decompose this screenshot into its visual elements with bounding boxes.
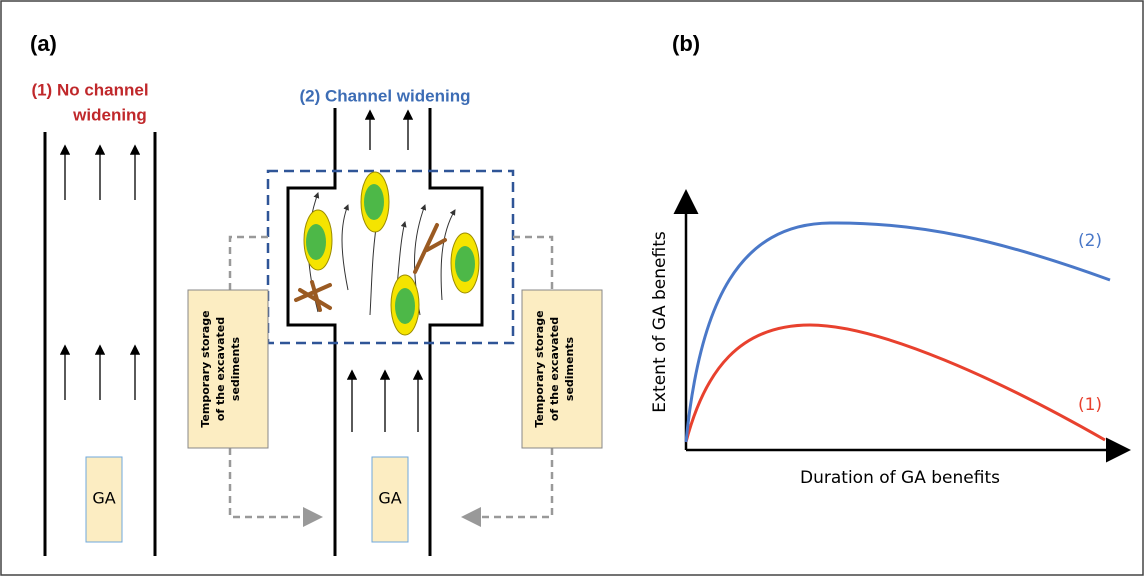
storage-label: sediments xyxy=(563,336,576,401)
curve-label: (2) xyxy=(1078,231,1102,251)
widened-channel xyxy=(187,108,603,556)
curve xyxy=(684,323,1106,443)
scenario-title: (1) No channel xyxy=(31,80,148,99)
panel-label: (b) xyxy=(672,31,700,56)
storage-label: of the excavated xyxy=(548,317,561,421)
y-axis-label: Extent of GA benefits xyxy=(650,231,670,413)
scenario-title: (2) Channel widening xyxy=(300,86,471,105)
panel-label: (a) xyxy=(30,31,57,56)
curve-label: (1) xyxy=(1078,395,1102,415)
ga-label: GA xyxy=(92,489,115,508)
storage-label: of the excavated xyxy=(214,317,227,421)
ga-label: GA xyxy=(378,489,401,508)
axes xyxy=(673,189,1131,463)
storage-label: Temporary storage xyxy=(199,310,212,427)
x-axis-label: Duration of GA benefits xyxy=(800,468,1000,488)
scenario-title: widening xyxy=(72,105,147,124)
straight-channel xyxy=(43,132,157,556)
curve xyxy=(684,221,1111,443)
storage-label: sediments xyxy=(229,336,242,401)
storage-label: Temporary storage xyxy=(533,310,546,427)
